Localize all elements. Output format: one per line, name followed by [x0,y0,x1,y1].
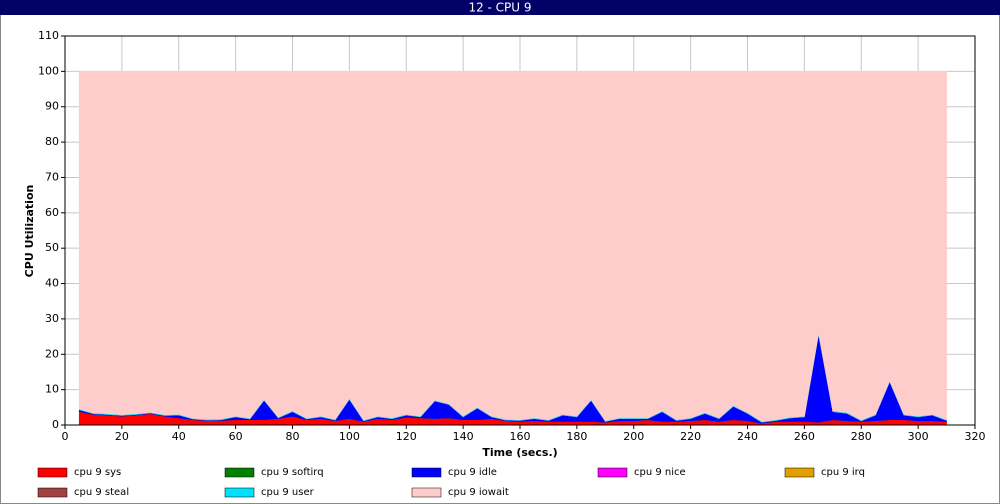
chart-title: 12 - CPU 9 [468,1,531,15]
legend-swatch [37,467,68,478]
plot-border [64,35,976,426]
x-tick-label: 180 [566,430,587,443]
y-axis-title: CPU Utilization [23,185,36,278]
legend-label: cpu 9 sys [74,467,121,478]
y-tick-label: 60 [45,206,59,219]
y-tick-label: 20 [45,347,59,360]
x-tick-label: 140 [453,430,474,443]
x-tick-label: 280 [851,430,872,443]
x-tick-label: 0 [62,430,69,443]
x-tick-label: 300 [908,430,929,443]
legend-label: cpu 9 user [261,487,315,498]
area [78,71,947,422]
y-tick-label: 40 [45,277,59,290]
legend-swatch [597,467,628,478]
legend-label: cpu 9 nice [634,467,686,478]
y-tick-label: 100 [38,64,59,77]
x-tick-label: 320 [965,430,986,443]
legend-label: cpu 9 iowait [448,487,509,498]
x-tick-label: 100 [339,430,360,443]
legend-label: cpu 9 softirq [261,467,324,478]
x-tick-label: 220 [680,430,701,443]
y-tick-label: 110 [38,29,59,42]
legend-swatch [37,487,68,498]
x-tick-label: 40 [172,430,186,443]
y-tick-label: 0 [52,418,59,431]
x-tick-label: 200 [623,430,644,443]
x-axis-title: Time (secs.) [482,446,557,459]
y-tick-label: 90 [45,100,59,113]
legend-label: cpu 9 irq [821,467,865,478]
legend-swatch [784,467,815,478]
legend-swatch [224,467,255,478]
legend-label: cpu 9 steal [74,487,129,498]
legend-swatch [411,467,442,478]
y-tick-label: 80 [45,135,59,148]
y-tick-label: 70 [45,170,59,183]
y-tick-label: 10 [45,383,59,396]
x-tick-label: 80 [286,430,300,443]
legend-swatch [411,487,442,498]
title-bar [0,0,1000,15]
y-tick-label: 50 [45,241,59,254]
x-tick-label: 60 [229,430,243,443]
x-tick-label: 240 [737,430,758,443]
legend-label: cpu 9 idle [448,467,497,478]
x-tick-label: 120 [396,430,417,443]
x-tick-label: 20 [115,430,129,443]
x-tick-label: 160 [510,430,531,443]
x-tick-label: 260 [794,430,815,443]
y-tick-label: 30 [45,312,59,325]
legend-swatch [224,487,255,498]
